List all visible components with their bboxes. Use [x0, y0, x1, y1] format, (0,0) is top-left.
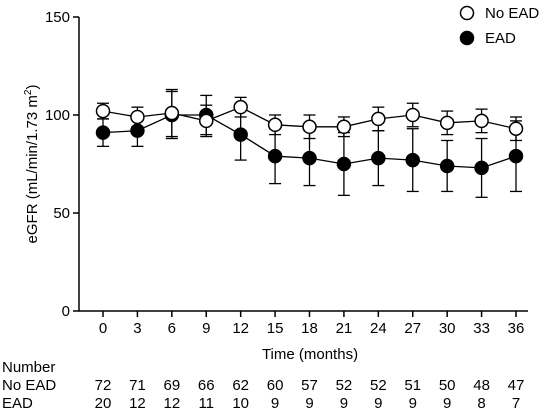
x-tick-label: 18	[301, 320, 318, 337]
x-tick-label: 0	[99, 320, 107, 337]
legend-label: EAD	[485, 30, 516, 47]
x-tick-label: 3	[133, 320, 141, 337]
table-row-label: EAD	[2, 395, 33, 412]
table-cell: 69	[163, 377, 180, 394]
table-cell: 9	[374, 395, 382, 412]
data-point	[439, 115, 455, 131]
table-cell: 12	[129, 395, 146, 412]
legend-marker	[459, 30, 475, 46]
data-point	[336, 156, 352, 172]
table-cell: 50	[439, 377, 456, 394]
data-point	[267, 148, 283, 164]
y-axis-label: eGFR (mL/min/1.73 m2)	[23, 85, 41, 244]
table-cell: 20	[95, 395, 112, 412]
x-tick-label: 33	[473, 320, 490, 337]
data-point	[95, 103, 111, 119]
y-axis-label-main: eGFR (mL/min/1.73 m	[24, 95, 41, 243]
x-tick-label: 24	[370, 320, 387, 337]
data-point	[474, 113, 489, 129]
data-point	[371, 150, 386, 166]
table-cell: 66	[198, 377, 215, 394]
table-cell: 52	[336, 377, 353, 394]
x-tick-label: 15	[267, 320, 284, 337]
table-cell: 9	[409, 395, 417, 412]
data-point	[95, 125, 111, 140]
data-point	[508, 121, 524, 136]
x-tick-label: 21	[336, 320, 353, 337]
table-cell: 47	[508, 377, 525, 394]
series-ead	[95, 90, 524, 198]
x-tick-label: 12	[232, 320, 249, 337]
table-cell: 71	[129, 377, 146, 394]
table-cell: 7	[512, 395, 520, 412]
y-tick-label: 0	[62, 303, 70, 320]
table-cell: 57	[301, 377, 318, 394]
table-cell: 48	[473, 377, 490, 394]
data-point	[302, 150, 317, 166]
table-cell: 11	[198, 395, 214, 412]
data-point	[405, 152, 420, 168]
table-cell: 72	[95, 377, 112, 394]
data-point	[267, 117, 283, 133]
x-tick-label: 6	[168, 320, 176, 337]
y-tick-label: 50	[53, 205, 70, 222]
data-point	[405, 107, 420, 123]
x-tick-label: 27	[404, 320, 421, 337]
table-cell: 10	[232, 395, 249, 412]
y-tick-label: 100	[45, 107, 70, 124]
data-point	[130, 109, 145, 125]
series-layer	[95, 88, 524, 198]
data-point	[199, 113, 214, 129]
x-tick-label: 30	[439, 320, 456, 337]
data-point	[508, 148, 524, 164]
y-axis-label-end: )	[24, 85, 41, 90]
table-row-label: No EAD	[2, 377, 56, 394]
y-tick-label: 150	[45, 9, 70, 26]
table-cell: 60	[267, 377, 284, 394]
table-cell: 9	[443, 395, 451, 412]
x-axis-label: Time (months)	[262, 346, 358, 363]
data-point	[233, 127, 248, 142]
x-tick-label: 9	[202, 320, 210, 337]
table-cell: 62	[232, 377, 249, 394]
data-point	[474, 160, 489, 176]
table-cell: 9	[271, 395, 279, 412]
y-axis-label-sup: 2	[23, 89, 34, 95]
legend-label: No EAD	[485, 5, 539, 22]
table-cell: 52	[370, 377, 387, 394]
legend: No EAD EAD	[459, 5, 539, 47]
series-no-ead	[95, 88, 524, 142]
data-point	[302, 119, 317, 135]
x-tick-label: 36	[508, 320, 525, 337]
data-point	[371, 111, 386, 127]
table-cell: 9	[340, 395, 348, 412]
legend-marker	[459, 5, 475, 21]
table-cell: 12	[163, 395, 180, 412]
data-point	[233, 99, 248, 115]
data-point	[336, 119, 352, 135]
table-cell: 9	[305, 395, 313, 412]
data-point	[164, 105, 180, 121]
table-header: Number	[2, 359, 55, 376]
table-cell: 8	[477, 395, 485, 412]
table-cell: 51	[404, 377, 421, 394]
data-point	[439, 158, 455, 174]
